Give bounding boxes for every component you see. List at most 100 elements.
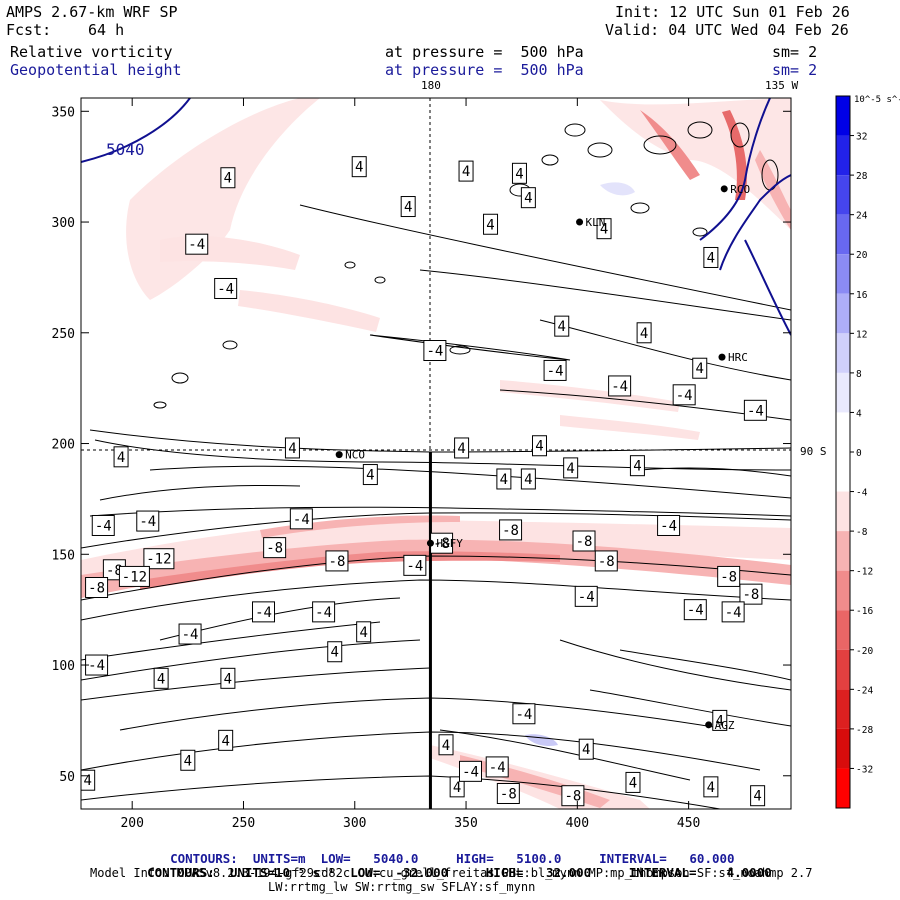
contour-label: 4: [524, 191, 532, 207]
contour-label: 4: [633, 459, 641, 475]
contour-label-box: [739, 583, 763, 605]
footer1-interval: INTERVAL= 60.000: [599, 851, 735, 866]
colorbar-tick-label: 0: [856, 448, 862, 459]
contour-label-box: [717, 565, 741, 587]
colorbar-segment: [836, 570, 850, 611]
y-tick-label: 200: [52, 438, 75, 453]
plot-frame: [80, 97, 792, 810]
contour-label: -8: [433, 536, 450, 552]
contour-label: -4: [88, 658, 105, 674]
contour-label: 4: [696, 361, 704, 377]
forecast-value: 64 h: [88, 21, 125, 39]
colorbar-segment: [836, 412, 850, 452]
contour-label: 4: [535, 439, 543, 455]
contour-label-box: [572, 530, 596, 552]
contour-label-box: [672, 384, 696, 406]
contour-label: 4: [366, 468, 374, 484]
contour-label-box: [81, 769, 96, 791]
x-tick-label: 250: [232, 816, 255, 831]
contour-label: 4: [524, 472, 532, 488]
contour-label: -4: [687, 603, 704, 619]
station-label: HRC: [728, 351, 748, 364]
colorbar-tick-label: -20: [856, 646, 873, 657]
x-tick-label: 300: [343, 816, 366, 831]
contour-label-box: [683, 599, 707, 621]
colorbar-tick-label: 20: [856, 250, 868, 261]
footer2-high: HIGH= 32.000: [485, 865, 592, 880]
colorbar-segment: [836, 728, 850, 769]
contour-label-box: [563, 457, 579, 479]
contour-label-box: [356, 621, 372, 643]
contour-label-box: [180, 749, 196, 771]
colorbar-segment: [836, 214, 850, 255]
forecast-label: Fcst:: [6, 21, 52, 39]
lon-label-135w: 135 W: [765, 79, 799, 92]
station-label: AGZ: [715, 719, 735, 732]
contour-label-box: [703, 776, 719, 798]
contour-label: -4: [315, 605, 332, 621]
x-tick-label: 350: [454, 816, 477, 831]
contour-label-box: [214, 277, 238, 299]
y-tick-label: 300: [52, 216, 75, 231]
contour-label-box: [531, 435, 547, 457]
contour-label: 4: [331, 645, 339, 661]
colorbar-tick-label: 28: [856, 171, 868, 182]
contour-label: 4: [558, 319, 566, 335]
footer1-high: HIGH= 5100.0: [456, 851, 562, 866]
contour-label: -8: [564, 789, 581, 805]
contour-label: 4: [355, 160, 363, 176]
contour-label: -4: [217, 281, 234, 297]
contour-label: -4: [489, 760, 506, 776]
x-tick-label: 400: [566, 816, 589, 831]
y-tick-label: 250: [52, 327, 75, 342]
contour-label: 4: [117, 450, 125, 466]
colorbar-segment: [836, 531, 850, 571]
contour-label: -8: [598, 554, 615, 570]
contour-label: -8: [500, 786, 517, 802]
contour-label: 4: [83, 773, 91, 789]
colorbar-unit-label: 10^-5 s^-1: [854, 95, 900, 105]
colorbar-tick-label: -16: [856, 606, 873, 617]
contour-label: -4: [462, 764, 479, 780]
colorbar-segment: [836, 491, 850, 532]
contour-label: -4: [578, 589, 595, 605]
y-tick-label: 350: [52, 105, 75, 120]
contour-label-box: [85, 577, 109, 599]
contour-label: 4: [515, 166, 523, 182]
contour-label: 4: [707, 780, 715, 796]
stations: KLN HRC NCO H&FY AGZ RCO: [335, 183, 750, 732]
contour-label: -8: [329, 554, 346, 570]
contour-label-box: [312, 601, 336, 623]
footer-model-info: Model Info: MPASv8.2.3-194-gf29cd82c CU:…: [90, 866, 813, 880]
contour-label-box: [178, 623, 202, 645]
footer2-low: LOW= -32.000: [350, 865, 449, 880]
field1-level: at pressure = 500 hPa: [385, 43, 584, 61]
contour-label-box: [136, 510, 160, 532]
contour-label: -8: [720, 569, 737, 585]
station-marker: [718, 353, 726, 361]
y-tick-label: 150: [52, 548, 75, 563]
contour-label-box: [520, 187, 536, 209]
height-contour-label: 5040: [106, 140, 145, 159]
valid-time: Valid: 04 UTC Wed 04 Feb 26: [605, 21, 849, 39]
contour-label-box: [485, 756, 509, 778]
contour-label: 4: [359, 625, 367, 641]
contour-label-box: [512, 703, 536, 725]
colorbar-tick-label: -32: [856, 764, 873, 775]
contour-label: 4: [566, 461, 574, 477]
colorbar-segment: [836, 293, 850, 334]
colorbar-segment: [836, 649, 850, 690]
contour-label-box: [351, 156, 367, 178]
footer1-prefix: CONTOURS:: [170, 851, 238, 866]
colorbar-segment: [836, 689, 850, 729]
colorbar-segment: [836, 452, 850, 492]
contour-label: -8: [743, 587, 760, 603]
contour-label-box: [454, 437, 470, 459]
contour-label: -8: [266, 541, 283, 557]
station-marker: [705, 721, 713, 729]
contour-label-box: [185, 233, 209, 255]
colorbar-tick-label: 8: [856, 369, 862, 380]
lon-label-180: 180: [421, 79, 441, 92]
contour-label: 4: [753, 789, 761, 805]
